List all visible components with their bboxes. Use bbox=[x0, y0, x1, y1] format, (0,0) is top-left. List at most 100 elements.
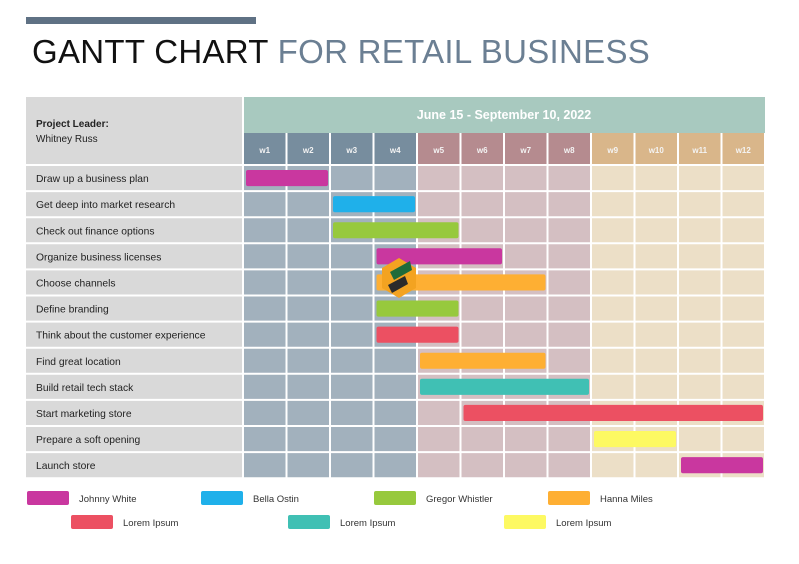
task-label-cell bbox=[26, 295, 243, 322]
week-header-label: w6 bbox=[476, 146, 488, 155]
task-bar bbox=[420, 352, 546, 369]
task-label: Organize business licenses bbox=[36, 252, 161, 263]
week-header-cell bbox=[330, 133, 374, 165]
week-header-label: w11 bbox=[691, 146, 707, 155]
grid-cell bbox=[721, 217, 765, 244]
grid-cell bbox=[591, 321, 635, 348]
task-label-cell bbox=[26, 399, 243, 426]
week-header-cell bbox=[721, 133, 765, 165]
task-label-cell bbox=[26, 452, 243, 479]
task-label: Define branding bbox=[36, 305, 109, 316]
grid-cell bbox=[286, 243, 330, 270]
grid-cell bbox=[417, 452, 461, 479]
grid-cell bbox=[330, 243, 374, 270]
project-leader-label: Project Leader: bbox=[36, 119, 109, 130]
grid-cell bbox=[721, 269, 765, 296]
grid-cell bbox=[591, 269, 635, 296]
legend-swatch bbox=[71, 515, 113, 529]
task-label: Start marketing store bbox=[36, 409, 132, 420]
grid-cell bbox=[286, 321, 330, 348]
legend-label: Lorem Ipsum bbox=[340, 518, 396, 529]
grid-cell bbox=[243, 399, 287, 426]
task-label: Choose channels bbox=[36, 278, 116, 289]
grid-cell bbox=[634, 373, 678, 400]
week-header-cell bbox=[634, 133, 678, 165]
task-label-cell bbox=[26, 243, 243, 270]
task-bar bbox=[333, 196, 415, 213]
task-bar bbox=[420, 378, 589, 395]
grid-cell bbox=[634, 165, 678, 192]
task-bar bbox=[333, 222, 459, 239]
grid-cell bbox=[286, 295, 330, 322]
grid-cell bbox=[286, 373, 330, 400]
week-header-label: w8 bbox=[563, 146, 575, 155]
legend-swatch bbox=[27, 491, 69, 505]
grid-cell bbox=[460, 217, 504, 244]
grid-cell bbox=[591, 452, 635, 479]
grid-cell bbox=[460, 452, 504, 479]
project-leader-box bbox=[26, 97, 243, 165]
task-label: Check out finance options bbox=[36, 226, 155, 237]
grid-cell bbox=[547, 191, 591, 218]
grid-cell bbox=[286, 269, 330, 296]
task-label-cell bbox=[26, 347, 243, 374]
grid-cell bbox=[591, 191, 635, 218]
grid-cell bbox=[417, 191, 461, 218]
grid-cell bbox=[634, 243, 678, 270]
title-sub: FOR RETAIL BUSINESS bbox=[277, 33, 651, 70]
grid-cell bbox=[504, 426, 548, 453]
title-main: GANTT CHART bbox=[32, 33, 269, 70]
grid-cell bbox=[417, 399, 461, 426]
project-leader-name: Whitney Russ bbox=[36, 134, 98, 145]
grid-cell bbox=[460, 191, 504, 218]
grid-cell bbox=[373, 373, 417, 400]
grid-cell bbox=[243, 452, 287, 479]
task-bar bbox=[376, 300, 459, 317]
week-header-label: w5 bbox=[432, 146, 444, 155]
grid-cell bbox=[591, 243, 635, 270]
grid-cell bbox=[243, 426, 287, 453]
logo-mark bbox=[390, 261, 412, 280]
grid-cell bbox=[504, 243, 548, 270]
grid-cell bbox=[547, 452, 591, 479]
date-range-band bbox=[243, 97, 765, 133]
grid-cell bbox=[547, 217, 591, 244]
task-bar bbox=[246, 170, 328, 187]
task-label-cell bbox=[26, 165, 243, 192]
grid-cell bbox=[721, 426, 765, 453]
grid-cell bbox=[286, 347, 330, 374]
grid-cell bbox=[721, 295, 765, 322]
grid-cell bbox=[634, 217, 678, 244]
task-label: Draw up a business plan bbox=[36, 174, 149, 185]
legend-label: Johnny White bbox=[79, 494, 137, 505]
task-label: Build retail tech stack bbox=[36, 383, 134, 394]
grid-cell bbox=[373, 452, 417, 479]
grid-cell bbox=[460, 426, 504, 453]
task-label-cell bbox=[26, 269, 243, 296]
task-label: Think about the customer experience bbox=[36, 331, 206, 342]
task-bar bbox=[376, 274, 546, 291]
task-label-cell bbox=[26, 191, 243, 218]
grid-cell bbox=[678, 269, 722, 296]
task-bar bbox=[463, 404, 763, 421]
task-label-cell bbox=[26, 426, 243, 453]
grid-cell bbox=[373, 347, 417, 374]
grid-cell bbox=[460, 321, 504, 348]
grid-cell bbox=[721, 191, 765, 218]
week-header-cell bbox=[504, 133, 548, 165]
week-header-cell bbox=[460, 133, 504, 165]
grid-cell bbox=[330, 165, 374, 192]
grid-cell bbox=[243, 217, 287, 244]
week-header-label: w4 bbox=[389, 146, 401, 155]
grid-cell bbox=[373, 399, 417, 426]
grid-cell bbox=[721, 373, 765, 400]
legend-label: Lorem Ipsum bbox=[123, 518, 179, 529]
week-header-cell bbox=[243, 133, 287, 165]
legend-label: Gregor Whistler bbox=[426, 494, 493, 505]
grid-cell bbox=[591, 373, 635, 400]
task-label-cell bbox=[26, 321, 243, 348]
week-header-label: w7 bbox=[519, 146, 531, 155]
task-bar bbox=[376, 248, 502, 265]
grid-cell bbox=[330, 373, 374, 400]
grid-cell bbox=[330, 321, 374, 348]
